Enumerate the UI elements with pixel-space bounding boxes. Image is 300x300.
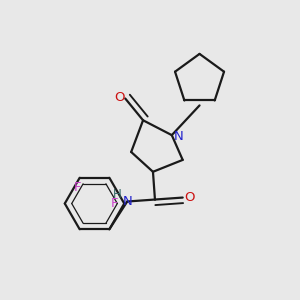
Text: O: O [114, 91, 124, 104]
Text: H: H [113, 188, 122, 201]
Text: N: N [174, 130, 184, 142]
Text: F: F [111, 197, 118, 210]
Text: O: O [184, 191, 195, 204]
Text: N: N [122, 195, 132, 208]
Text: F: F [74, 181, 81, 194]
